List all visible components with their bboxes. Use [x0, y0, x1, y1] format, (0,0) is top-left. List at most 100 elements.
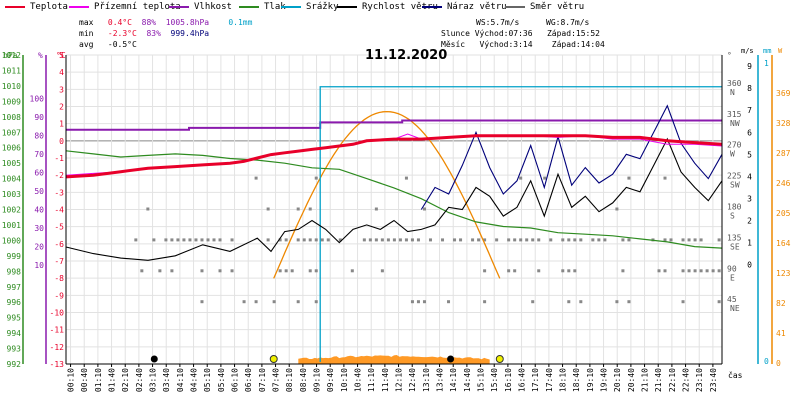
- direction-mark: [392, 238, 396, 242]
- hpa-tick: 999: [7, 252, 22, 261]
- direction-mark: [218, 238, 222, 242]
- x-tick-label: 04:10: [176, 368, 185, 392]
- direction-mark: [350, 269, 354, 273]
- direction-mark: [537, 269, 541, 273]
- dir-tick-label: SW: [730, 181, 740, 190]
- direction-mark: [459, 238, 463, 242]
- direction-mark: [573, 269, 577, 273]
- legend-label: Směr větru: [530, 2, 585, 12]
- direction-mark: [483, 300, 487, 304]
- hpa-tick: 1000: [2, 236, 21, 245]
- radiation-fill: [298, 355, 490, 364]
- hpa-tick: 997: [7, 283, 22, 292]
- direction-mark: [302, 238, 306, 242]
- x-tick-label: 21:10: [641, 368, 650, 392]
- mm-tick: 0: [764, 357, 769, 366]
- direction-mark: [573, 238, 577, 242]
- legend-swatch: [505, 5, 525, 8]
- w-tick: 246: [776, 179, 791, 188]
- x-tick-label: 20:40: [627, 368, 636, 392]
- sun-label: Slunce: [441, 29, 470, 38]
- direction-mark: [687, 269, 691, 273]
- direction-mark: [362, 238, 366, 242]
- direction-mark: [663, 238, 667, 242]
- x-tick-label: 17:10: [531, 368, 540, 392]
- x-tick-label: 05:10: [203, 368, 212, 392]
- sun-curve: [273, 110, 501, 279]
- x-tick-label: 06:10: [231, 368, 240, 392]
- direction-mark: [386, 238, 390, 242]
- hpa-tick: 996: [7, 298, 22, 307]
- stat-min: min -2.3°C 83% 999.4hPa: [79, 29, 209, 38]
- direction-mark: [398, 238, 402, 242]
- c-tick: 1: [59, 120, 64, 129]
- w-tick: 205: [776, 209, 791, 218]
- direction-mark: [422, 207, 426, 211]
- moonrise-marker: [150, 355, 158, 363]
- direction-mark: [254, 176, 258, 180]
- pct-tick: 10: [34, 261, 44, 270]
- hpa-tick: 1008: [2, 113, 21, 122]
- direction-mark: [422, 300, 426, 304]
- dir-tick: 360: [727, 79, 742, 88]
- x-tick-label: 03:10: [149, 368, 158, 392]
- x-tick-label: 09:40: [326, 368, 335, 392]
- direction-mark: [471, 238, 475, 242]
- x-tick-label: 23:40: [709, 368, 718, 392]
- direction-mark: [525, 238, 529, 242]
- mm-tick: 1: [764, 59, 769, 68]
- direction-mark: [338, 238, 342, 242]
- direction-mark: [543, 176, 547, 180]
- direction-mark: [441, 238, 445, 242]
- direction-mark: [410, 300, 414, 304]
- c-tick: -5: [54, 223, 64, 232]
- series-tlak: [65, 150, 723, 249]
- direction-mark: [681, 238, 685, 242]
- direction-mark: [404, 176, 408, 180]
- direction-mark: [218, 269, 222, 273]
- x-tick-label: 19:40: [600, 368, 609, 392]
- hpa-tick: 1012: [2, 51, 21, 60]
- c-tick: 0: [59, 137, 64, 146]
- x-tick-label: 11:40: [381, 368, 390, 392]
- direction-mark: [693, 269, 697, 273]
- dir-tick: 180: [727, 203, 742, 212]
- dir-tick-label: NE: [730, 304, 740, 313]
- x-axis-ticks: 00:10 00:40 01:10 01:40 02:10 02:40 03:10 03:40…: [67, 364, 718, 392]
- legend-swatch: [5, 5, 25, 8]
- c-tick: -8: [54, 274, 64, 283]
- direction-mark: [314, 269, 318, 273]
- x-tick-label: 10:10: [340, 368, 349, 392]
- stat-min-label: min: [79, 29, 94, 38]
- legend-swatch: [337, 5, 357, 8]
- pct-axis-title: %: [38, 51, 43, 60]
- direction-mark: [717, 269, 721, 273]
- direction-mark: [657, 269, 661, 273]
- direction-mark: [212, 238, 216, 242]
- direction-mark: [483, 269, 487, 273]
- c-tick: -11: [50, 326, 65, 335]
- hpa-tick: 994: [7, 329, 22, 338]
- direction-mark: [284, 269, 288, 273]
- hpa-tick: 1003: [2, 190, 21, 199]
- ms-tick: 0: [747, 261, 752, 270]
- hpa-tick: 995: [7, 314, 22, 323]
- direction-mark: [513, 269, 517, 273]
- ms-tick: 3: [747, 194, 752, 203]
- stat-min-hum: 83%: [146, 29, 161, 38]
- time-axis-label: čas: [728, 370, 743, 380]
- stat-max-hum: 88%: [141, 18, 157, 27]
- legend-label: Vlhkost: [194, 2, 232, 12]
- direction-mark: [705, 269, 709, 273]
- direction-mark: [170, 238, 174, 242]
- direction-mark: [717, 300, 721, 304]
- direction-mark: [597, 238, 601, 242]
- direction-mark: [549, 238, 553, 242]
- dir-tick: 45: [727, 295, 737, 304]
- direction-mark: [380, 238, 384, 242]
- dir-tick-label: W: [730, 150, 735, 159]
- x-tick-label: 19:10: [586, 368, 595, 392]
- direction-mark: [296, 300, 300, 304]
- direction-mark: [200, 300, 204, 304]
- w-tick: 41: [776, 329, 786, 338]
